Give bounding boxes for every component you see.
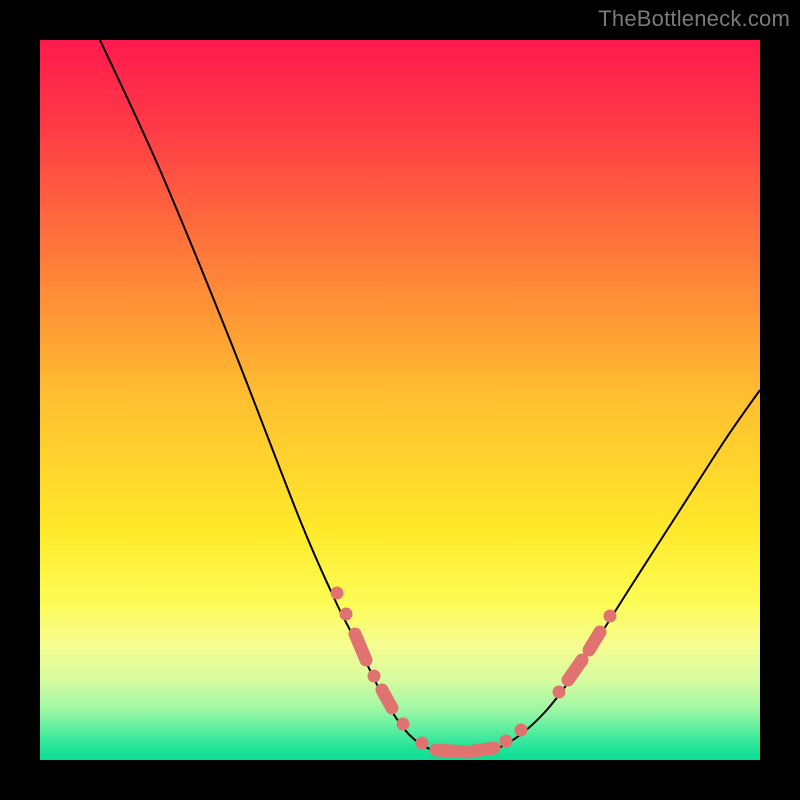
curve-marker-pill bbox=[474, 748, 494, 751]
curve-marker-pill bbox=[355, 634, 366, 660]
bottleneck-curve bbox=[100, 40, 760, 753]
plot-area bbox=[40, 40, 760, 760]
curve-marker-dot bbox=[397, 718, 410, 731]
curve-marker-dot bbox=[340, 608, 353, 621]
curve-marker-dot bbox=[515, 724, 528, 737]
curve-marker-dot bbox=[368, 670, 381, 683]
curve-marker-dot bbox=[416, 737, 429, 750]
curve-marker-dot bbox=[331, 587, 344, 600]
chart-curve-layer bbox=[40, 40, 760, 760]
curve-marker-dot bbox=[553, 686, 566, 699]
curve-marker-pill bbox=[382, 690, 392, 708]
curve-marker-pill bbox=[568, 660, 582, 680]
curve-marker-dot bbox=[500, 735, 513, 748]
curve-marker-group bbox=[331, 587, 617, 753]
curve-marker-pill bbox=[436, 750, 468, 752]
curve-marker-pill bbox=[589, 632, 600, 650]
watermark-text: TheBottleneck.com bbox=[598, 6, 790, 32]
curve-marker-dot bbox=[604, 610, 617, 623]
